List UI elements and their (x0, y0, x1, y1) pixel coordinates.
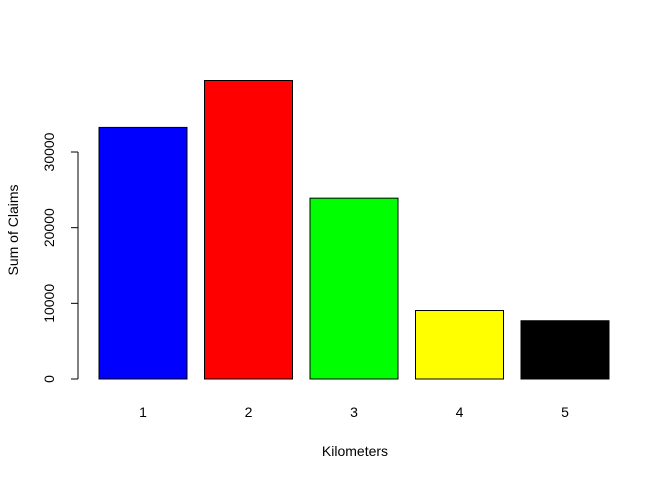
bars-group (98, 79, 610, 380)
y-tick-label-30000: 30000 (41, 132, 57, 171)
x-tick-labels: 1 2 3 4 5 (139, 404, 569, 420)
y-axis-title: Sum of Claims (5, 184, 21, 275)
bar-2 (204, 79, 293, 380)
bar-3 (309, 197, 399, 380)
x-tick-label-4: 4 (456, 404, 464, 420)
bar-5 (520, 320, 610, 380)
x-tick-label-3: 3 (350, 404, 358, 420)
x-tick-label-5: 5 (561, 404, 569, 420)
y-axis: 0 10000 20000 30000 (41, 132, 79, 383)
y-tick-label-10000: 10000 (41, 284, 57, 323)
bar-1 (98, 126, 188, 380)
x-tick-label-1: 1 (139, 404, 147, 420)
x-tick-label-2: 2 (245, 404, 253, 420)
y-tick-label-0: 0 (41, 375, 57, 383)
y-tick-label-20000: 20000 (41, 208, 57, 247)
x-axis-title: Kilometers (322, 443, 388, 459)
bar-4 (415, 310, 504, 380)
